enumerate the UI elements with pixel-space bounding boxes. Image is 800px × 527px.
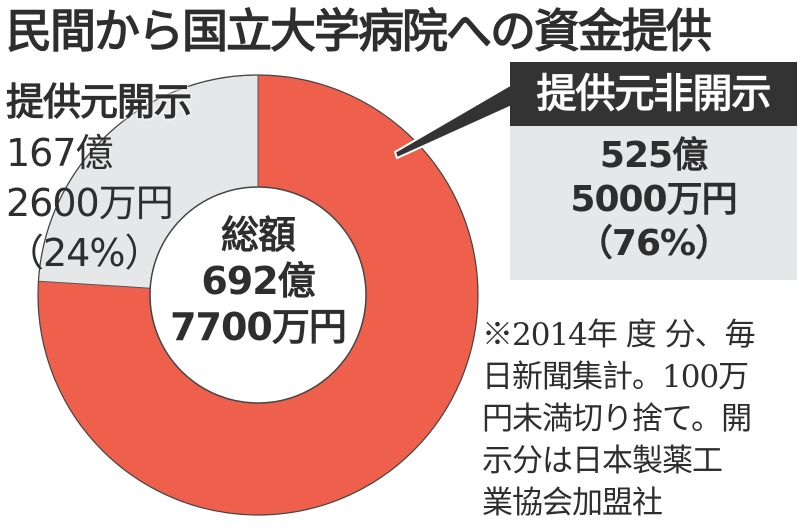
non-disclosed-percent: （76%） <box>576 223 731 264</box>
footnote-line: 円未満切り捨て。開 <box>482 401 752 437</box>
total-label: 総額 692億 7700万円 <box>158 212 358 350</box>
chart-title: 民間から国立大学病院への資金提供 <box>6 4 712 58</box>
footnote-line: 業協会加盟社 <box>482 485 663 521</box>
disclosed-heading: 提供元開示 <box>6 80 192 124</box>
donut-hole <box>149 186 367 404</box>
disclosed-value-oku: 167億 <box>6 131 114 175</box>
total-heading: 総額 <box>220 213 296 257</box>
donut-outline <box>37 74 479 516</box>
total-value-man: 7700万円 <box>170 305 347 349</box>
footnote-line: ※2014年 度 分、毎 <box>482 317 756 353</box>
disclosed-label: 提供元開示 167億 2600万円 （24%） <box>6 76 192 278</box>
non-disclosed-value-man: 5000万円 <box>570 179 737 220</box>
disclosed-value-man: 2600万円 <box>6 181 174 225</box>
non-disclosed-callout: 提供元非開示 525億 5000万円 （76%） <box>510 62 797 280</box>
disclosed-percent: （24%） <box>6 231 162 275</box>
footnote-line: 示分は日本製薬工 <box>482 443 723 479</box>
non-disclosed-values: 525億 5000万円 （76%） <box>510 126 797 280</box>
leader-pointer <box>393 82 513 160</box>
total-value-oku: 692億 <box>201 259 315 303</box>
footnote: ※2014年 度 分、毎 日新聞集計。100万 円未満切り捨て。開 示分は日本製… <box>482 314 800 524</box>
non-disclosed-heading: 提供元非開示 <box>510 62 797 126</box>
footnote-line: 日新聞集計。100万 <box>482 359 749 395</box>
non-disclosed-value-oku: 525億 <box>599 135 708 176</box>
